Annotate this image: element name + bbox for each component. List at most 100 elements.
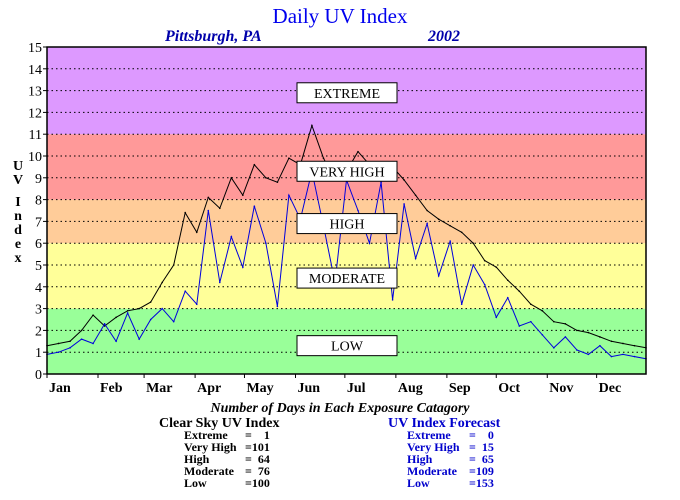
data-point <box>80 329 83 332</box>
data-point <box>403 203 405 205</box>
data-point <box>138 338 140 340</box>
data-point <box>138 307 140 310</box>
data-point <box>530 303 532 306</box>
y-axis-label-char: x <box>15 251 22 266</box>
data-point <box>449 224 451 227</box>
data-point <box>288 194 290 197</box>
count-value: = 64 <box>245 452 270 466</box>
x-tick-label: May <box>246 381 273 396</box>
chart-subtitle-year: 2002 <box>427 28 460 45</box>
data-point <box>276 305 279 308</box>
data-point <box>599 344 601 347</box>
chart-subtitle-location: Pittsburgh, PA <box>164 28 262 45</box>
y-axis-label-char: n <box>14 209 22 224</box>
data-point <box>403 179 405 181</box>
data-point <box>633 355 636 358</box>
data-point <box>92 342 94 345</box>
data-point <box>265 177 267 179</box>
count-value: = 76 <box>245 464 270 478</box>
data-point <box>564 336 567 338</box>
band-label: VERY HIGH <box>309 165 384 180</box>
data-point <box>553 347 555 349</box>
plot-frame <box>46 46 647 375</box>
forecast-heading: UV Index Forecast <box>388 416 501 431</box>
data-point <box>449 240 451 242</box>
band-label-box <box>296 267 398 289</box>
data-point <box>564 323 567 325</box>
count-value: = 65 <box>469 452 494 466</box>
clear-sky-heading: Clear Sky UV Index <box>159 416 279 431</box>
y-tick-label: 12 <box>28 106 42 121</box>
data-point <box>115 340 117 343</box>
data-point <box>483 259 486 262</box>
band-label: LOW <box>331 340 364 355</box>
x-axis-months: Jan Feb Mar Apr May Jun Jul Aug Sep Oct Nov Dec <box>46 374 622 396</box>
data-point <box>242 266 244 268</box>
data-point <box>161 307 163 310</box>
y-tick-label: 8 <box>35 194 42 209</box>
data-point <box>437 218 440 221</box>
count-label: Low <box>184 476 207 490</box>
x-tick-label: Dec <box>599 381 622 396</box>
count-label: Extreme <box>184 428 228 442</box>
y-axis-label-char: I <box>15 195 20 210</box>
band-label-box <box>296 213 398 235</box>
data-point <box>541 333 544 336</box>
data-point <box>126 309 129 312</box>
count-label: High <box>407 452 433 466</box>
data-point <box>253 205 256 207</box>
data-point <box>610 340 613 343</box>
data-point <box>184 290 187 292</box>
band-label-box <box>296 160 398 182</box>
data-point <box>172 320 175 323</box>
data-point <box>276 181 279 183</box>
data-point <box>622 353 624 356</box>
data-point <box>103 323 106 325</box>
data-point <box>426 209 428 212</box>
data-point <box>599 336 601 338</box>
count-value: =100 <box>245 476 270 490</box>
data-point <box>172 264 175 266</box>
summary-title: Number of Days in Each Exposure Catagory <box>209 401 470 416</box>
x-tick-label: Mar <box>146 381 172 396</box>
count-label: Moderate <box>407 464 458 478</box>
data-point <box>288 157 290 159</box>
x-tick-label: Jan <box>49 381 71 396</box>
y-tick-label: 3 <box>35 303 42 318</box>
band-label: HIGH <box>330 218 365 233</box>
x-tick-label: Nov <box>549 381 573 396</box>
data-point <box>195 303 198 306</box>
y-tick-label: 10 <box>28 150 42 165</box>
band-label: EXTREME <box>314 87 380 102</box>
data-point <box>587 353 590 356</box>
data-point <box>541 309 544 312</box>
data-point <box>357 209 359 212</box>
count-value: = 0 <box>469 428 494 442</box>
y-tick-label: 13 <box>28 85 42 100</box>
count-value: =153 <box>469 476 494 490</box>
data-point <box>218 207 221 210</box>
data-point <box>253 163 256 166</box>
data-point <box>391 299 394 301</box>
count-label: Very High <box>407 440 460 454</box>
x-tick-label: Feb <box>100 381 123 396</box>
data-point <box>472 264 475 266</box>
data-point <box>242 194 244 197</box>
data-point <box>460 303 463 306</box>
data-point <box>437 275 440 277</box>
y-tick-label: 14 <box>28 63 42 78</box>
data-point <box>495 316 498 319</box>
data-point <box>184 211 187 214</box>
y-tick-label: 11 <box>29 128 42 143</box>
y-axis-label-char: V <box>13 173 23 188</box>
data-point <box>161 281 163 284</box>
data-point <box>357 150 359 153</box>
data-point <box>230 177 233 179</box>
data-point <box>622 342 624 345</box>
x-tick-label: Sep <box>449 381 471 396</box>
data-point <box>322 157 325 159</box>
data-point <box>472 242 475 244</box>
